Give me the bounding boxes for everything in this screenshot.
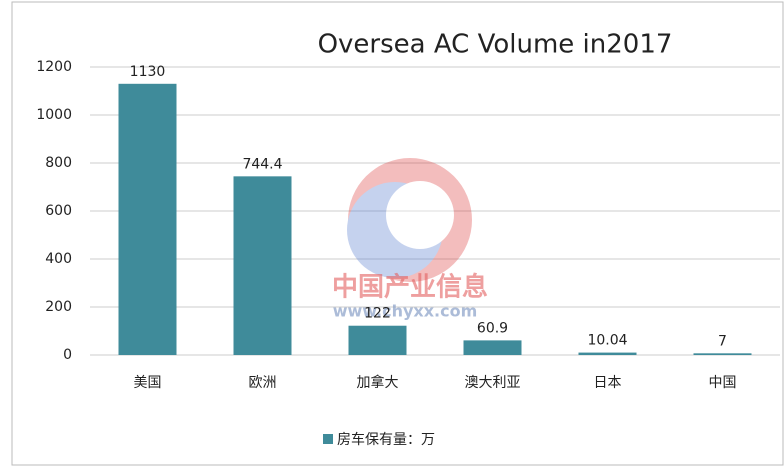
- logo-hole: [386, 181, 454, 249]
- bar: [233, 176, 292, 355]
- legend-label: 房车保有量：万: [337, 431, 435, 448]
- x-tick-label: 加拿大: [357, 374, 399, 391]
- bar: [693, 353, 752, 355]
- y-tick-label: 0: [63, 347, 72, 363]
- data-label: 1130: [130, 64, 166, 80]
- chart-title: Oversea AC Volume in2017: [318, 30, 673, 60]
- bar: [118, 83, 177, 356]
- x-tick-label: 美国: [134, 375, 162, 391]
- bar: [578, 352, 637, 355]
- y-tick-label: 1000: [36, 107, 72, 123]
- data-label: 10.04: [587, 333, 627, 349]
- bar: [463, 340, 522, 355]
- watermark-logo: [347, 158, 472, 282]
- x-tick-label: 澳大利亚: [465, 375, 521, 391]
- data-label: 744.4: [242, 156, 282, 172]
- data-label: 60.9: [477, 320, 508, 336]
- y-tick-label: 1200: [36, 59, 72, 75]
- data-label: 122: [364, 306, 391, 322]
- x-tick-label: 欧洲: [249, 375, 277, 391]
- y-tick-label: 800: [45, 155, 72, 171]
- bar: [348, 325, 407, 355]
- legend-swatch: [323, 434, 333, 444]
- x-tick-label: 中国: [709, 375, 737, 391]
- watermark: 中国产业信息: [332, 272, 488, 303]
- watermark: www.chyxx.com: [333, 302, 478, 321]
- logo-arc: [348, 158, 472, 282]
- data-label: 7: [718, 333, 727, 349]
- y-tick-label: 400: [45, 251, 72, 267]
- y-tick-label: 200: [45, 299, 72, 315]
- logo-arc: [347, 182, 443, 278]
- x-tick-label: 日本: [594, 375, 622, 391]
- y-tick-label: 600: [45, 203, 72, 219]
